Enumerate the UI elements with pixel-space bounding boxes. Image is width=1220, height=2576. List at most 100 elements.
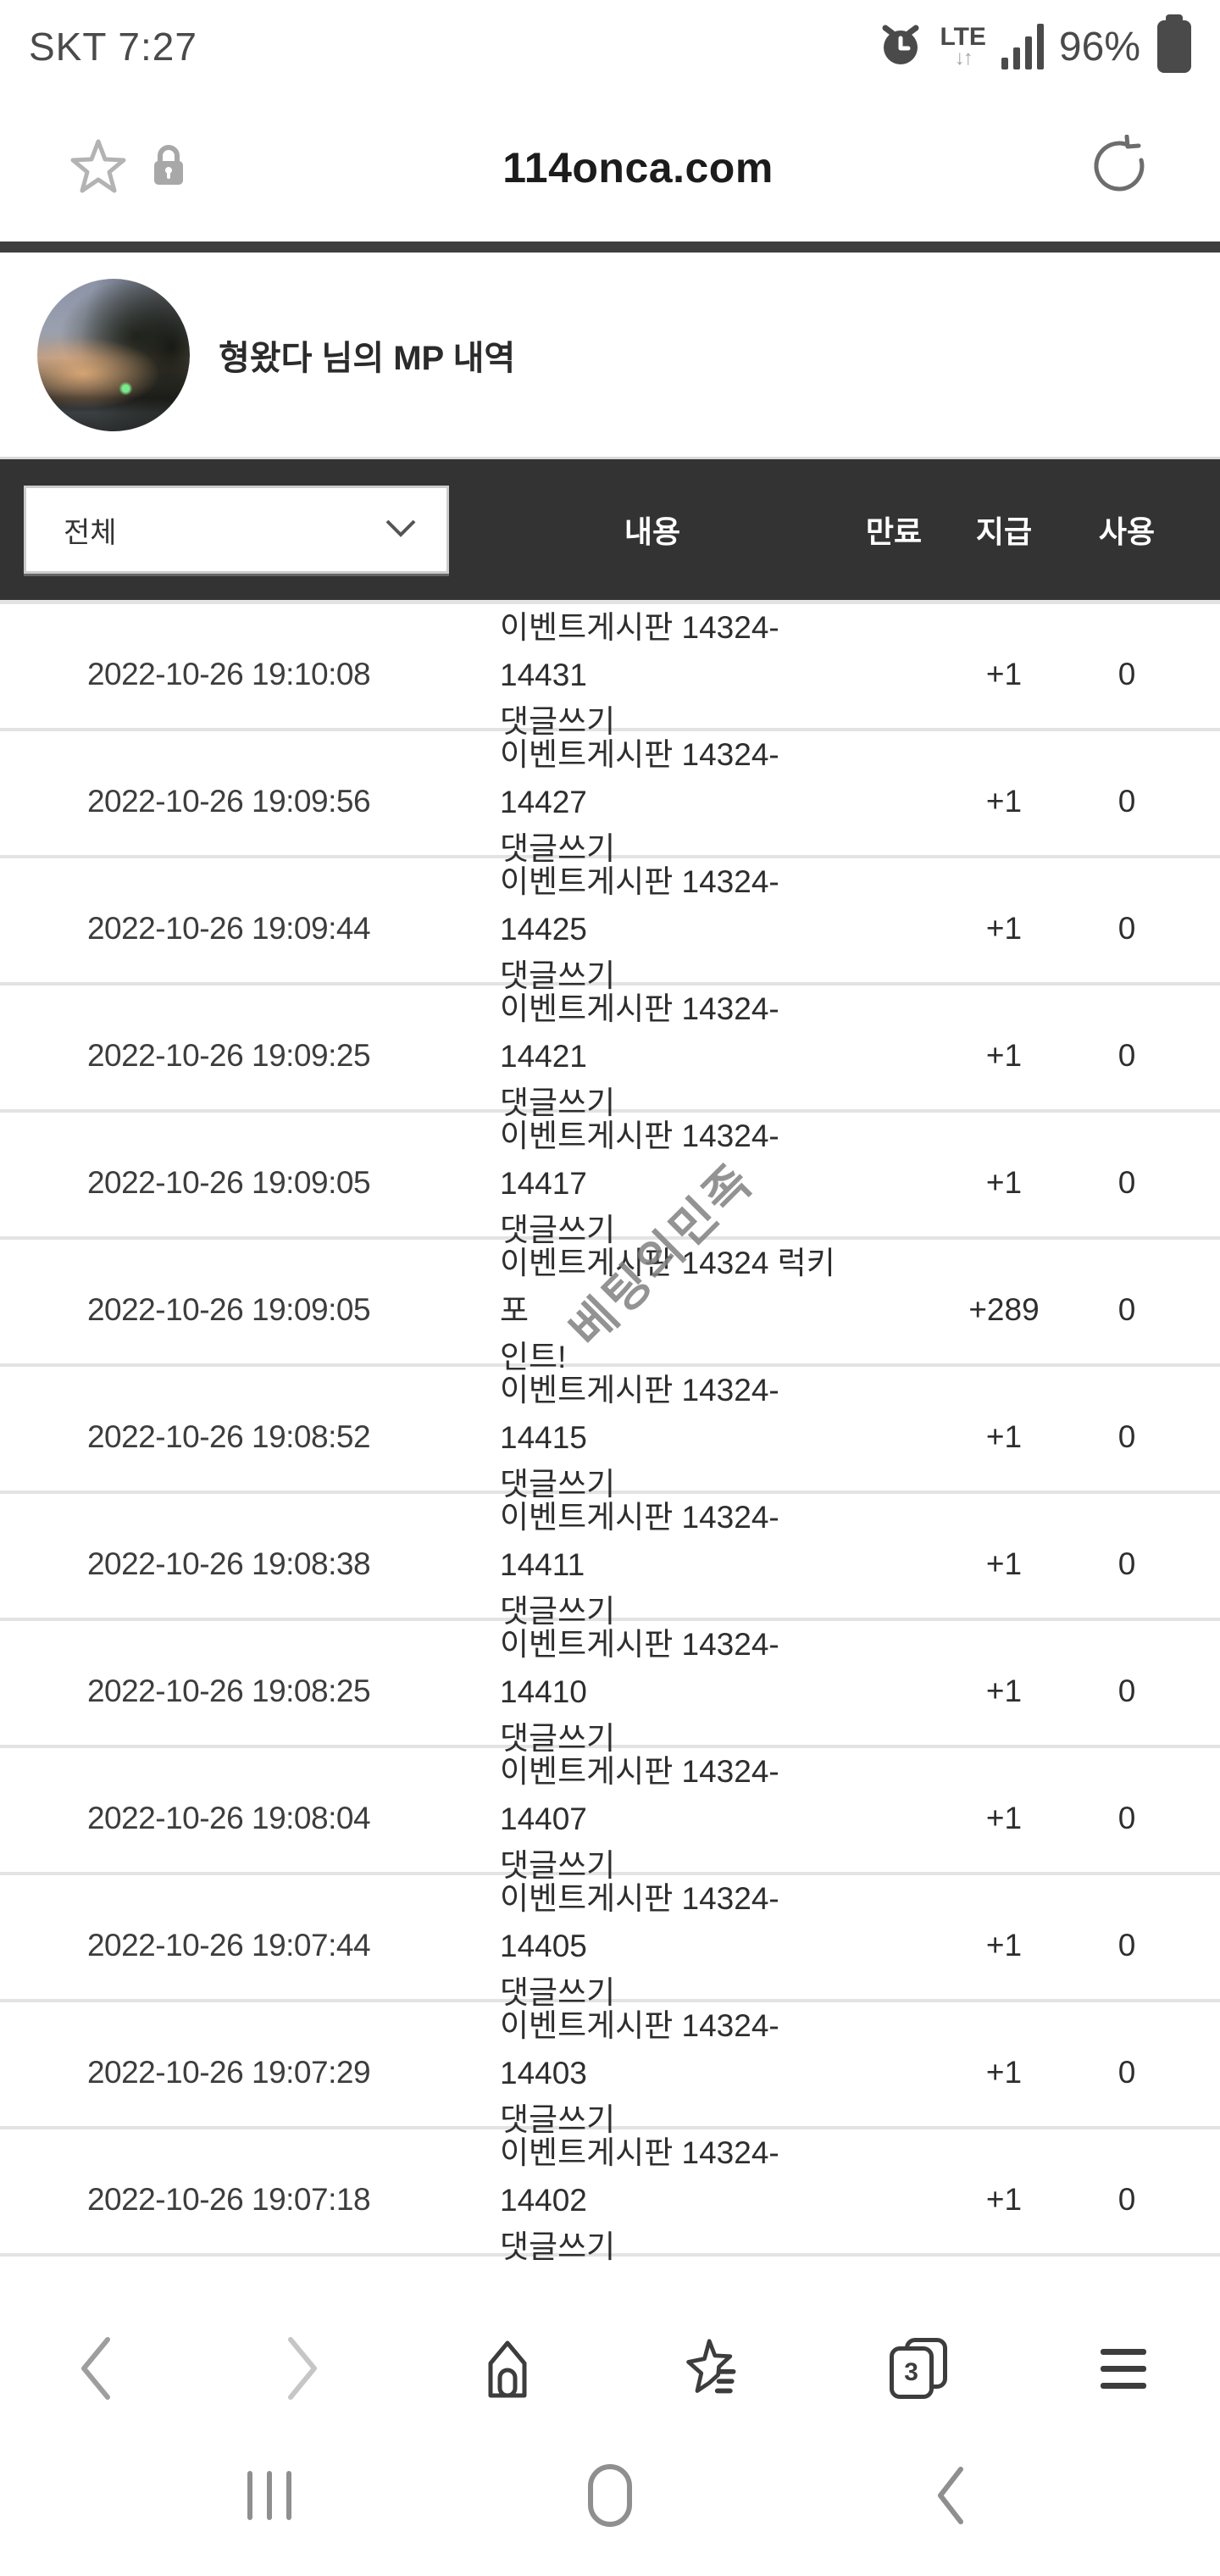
row-use: 0 — [1117, 2055, 1136, 2090]
row-date: 2022-10-26 19:07:29 — [86, 2055, 371, 2090]
row-desc: 이벤트게시판 14324-14425 댓글쓰기 — [458, 858, 847, 1000]
row-use: 0 — [1117, 1038, 1136, 1074]
filter-selected-value: 전체 — [64, 516, 117, 549]
refresh-icon[interactable] — [1090, 134, 1151, 200]
row-desc-line1: 이벤트게시판 14324-14431 — [500, 610, 779, 692]
table-row: 2022-10-26 19:09:05 이벤트게시판 14324 럭키포 인트!… — [0, 1240, 1220, 1374]
row-desc: 이벤트게시판 14324-14410 댓글쓰기 — [458, 1621, 847, 1763]
chrome-divider — [0, 242, 1220, 253]
row-date: 2022-10-26 19:09:44 — [86, 911, 371, 947]
row-grant: +1 — [985, 1165, 1023, 1201]
url-text[interactable]: 114onca.com — [502, 143, 774, 192]
row-desc-line1: 이벤트게시판 14324-14411 — [500, 1500, 779, 1582]
chevron-down-icon — [384, 518, 418, 542]
row-desc-line2: 댓글쓰기 — [500, 1594, 616, 1629]
table-row: 2022-10-26 19:09:56 이벤트게시판 14324-14427 댓… — [0, 731, 1220, 866]
row-use: 0 — [1117, 1165, 1136, 1201]
forward-button[interactable] — [271, 2337, 332, 2400]
row-desc-line2: 댓글쓰기 — [500, 831, 616, 866]
row-desc-line1: 이벤트게시판 14324-14427 — [500, 737, 779, 819]
menu-button[interactable] — [1093, 2338, 1154, 2399]
row-use: 0 — [1117, 911, 1136, 947]
row-desc-line1: 이벤트게시판 14324 럭키포 — [500, 1246, 835, 1328]
row-desc-line2: 댓글쓰기 — [500, 704, 616, 739]
table-row: 2022-10-26 19:08:52 이벤트게시판 14324-14415 댓… — [0, 1367, 1220, 1502]
row-desc: 이벤트게시판 14324-14415 댓글쓰기 — [458, 1367, 847, 1508]
row-date: 2022-10-26 19:08:04 — [86, 1801, 371, 1836]
row-date: 2022-10-26 19:07:18 — [86, 2182, 371, 2218]
row-grant: +1 — [985, 1801, 1023, 1836]
table-row: 2022-10-26 19:09:05 이벤트게시판 14324-14417 댓… — [0, 1113, 1220, 1247]
row-desc: 이벤트게시판 14324-14421 댓글쓰기 — [458, 985, 847, 1127]
lock-icon[interactable] — [151, 142, 186, 192]
row-desc-line1: 이벤트게시판 14324-14402 — [500, 2135, 779, 2218]
row-desc-line2: 댓글쓰기 — [500, 1848, 616, 1883]
row-date: 2022-10-26 19:09:25 — [86, 1038, 371, 1074]
page-title: 형왔다 님의 MP 내역 — [219, 339, 516, 377]
home-button[interactable] — [477, 2338, 538, 2399]
address-bar: 114onca.com — [0, 93, 1220, 242]
tabs-icon: 3 — [889, 2338, 947, 2399]
row-desc: 이벤트게시판 14324-14411 댓글쓰기 — [458, 1494, 847, 1635]
row-use: 0 — [1117, 1419, 1136, 1455]
row-date: 2022-10-26 19:07:44 — [86, 1928, 371, 1963]
lte-icon: LTE ↓↑ — [940, 23, 986, 69]
table-row: 2022-10-26 19:07:29 이벤트게시판 14324-14403 댓… — [0, 2002, 1220, 2137]
android-home-button[interactable] — [580, 2457, 640, 2534]
row-date: 2022-10-26 19:08:38 — [86, 1546, 371, 1582]
row-desc-line2: 댓글쓰기 — [500, 2229, 616, 2264]
bookmarks-button[interactable] — [682, 2338, 743, 2399]
row-desc-line1: 이벤트게시판 14324-14417 — [500, 1119, 779, 1201]
row-desc-line1: 이벤트게시판 14324-14407 — [500, 1754, 779, 1836]
table-row: 2022-10-26 19:07:18 이벤트게시판 14324-14402 댓… — [0, 2129, 1220, 2264]
row-grant: +1 — [985, 1038, 1023, 1074]
menu-icon — [1100, 2348, 1146, 2389]
recents-icon — [247, 2471, 291, 2520]
row-use: 0 — [1117, 1292, 1136, 1328]
row-date: 2022-10-26 19:08:52 — [86, 1419, 371, 1455]
row-date: 2022-10-26 19:09:05 — [86, 1292, 371, 1328]
table-row: 2022-10-26 19:08:25 이벤트게시판 14324-14410 댓… — [0, 1621, 1220, 1756]
row-desc: 이벤트게시판 14324-14417 댓글쓰기 — [458, 1113, 847, 1254]
filter-select[interactable]: 전체 — [24, 486, 449, 574]
table-row: 2022-10-26 19:09:25 이벤트게시판 14324-14421 댓… — [0, 985, 1220, 1120]
column-header-expire: 만료 — [865, 514, 923, 549]
column-header-use: 사용 — [1098, 514, 1156, 549]
status-bar: SKT 7:27 LTE ↓↑ 96% — [0, 0, 1220, 93]
row-desc-line2: 댓글쓰기 — [500, 1975, 616, 2010]
recents-button[interactable] — [239, 2457, 300, 2534]
row-desc-line2: 댓글쓰기 — [500, 1721, 616, 1756]
row-desc: 이벤트게시판 14324-14427 댓글쓰기 — [458, 731, 847, 873]
row-desc-line2: 인트! — [500, 1340, 567, 1374]
table-row: 2022-10-26 19:10:08 이벤트게시판 14324-14431 댓… — [0, 604, 1220, 739]
row-date: 2022-10-26 19:08:25 — [86, 1674, 371, 1709]
row-use: 0 — [1117, 2182, 1136, 2218]
row-grant: +1 — [985, 2182, 1023, 2218]
bookmark-star-icon[interactable] — [69, 136, 127, 198]
profile-section: 형왔다 님의 MP 내역 — [0, 253, 1220, 459]
row-desc: 이벤트게시판 14324-14403 댓글쓰기 — [458, 2002, 847, 2144]
android-nav-bar — [0, 2415, 1220, 2576]
tabs-button[interactable]: 3 — [888, 2338, 949, 2399]
row-grant: +289 — [968, 1292, 1040, 1328]
battery-percent: 96% — [1058, 24, 1140, 69]
carrier-time: SKT 7:27 — [29, 25, 197, 69]
row-desc-line2: 댓글쓰기 — [500, 2102, 616, 2137]
back-button[interactable] — [66, 2337, 127, 2400]
mp-table-body: 2022-10-26 19:10:08 이벤트게시판 14324-14431 댓… — [0, 600, 1220, 2264]
table-row: 2022-10-26 19:07:44 이벤트게시판 14324-14405 댓… — [0, 1875, 1220, 2010]
browser-toolbar: 3 — [0, 2322, 1220, 2415]
row-grant: +1 — [985, 911, 1023, 947]
android-back-button[interactable] — [920, 2457, 981, 2534]
row-desc-line2: 댓글쓰기 — [500, 1467, 616, 1502]
row-desc-line1: 이벤트게시판 14324-14403 — [500, 2008, 779, 2090]
row-use: 0 — [1117, 657, 1136, 692]
row-date: 2022-10-26 19:09:56 — [86, 784, 371, 819]
android-home-icon — [588, 2464, 632, 2527]
row-date: 2022-10-26 19:09:05 — [86, 1165, 371, 1201]
row-desc-line2: 댓글쓰기 — [500, 1213, 616, 1247]
status-icons: LTE ↓↑ 96% — [877, 14, 1191, 73]
row-grant: +1 — [985, 1928, 1023, 1963]
table-row: 2022-10-26 19:09:44 이벤트게시판 14324-14425 댓… — [0, 858, 1220, 993]
row-use: 0 — [1117, 784, 1136, 819]
